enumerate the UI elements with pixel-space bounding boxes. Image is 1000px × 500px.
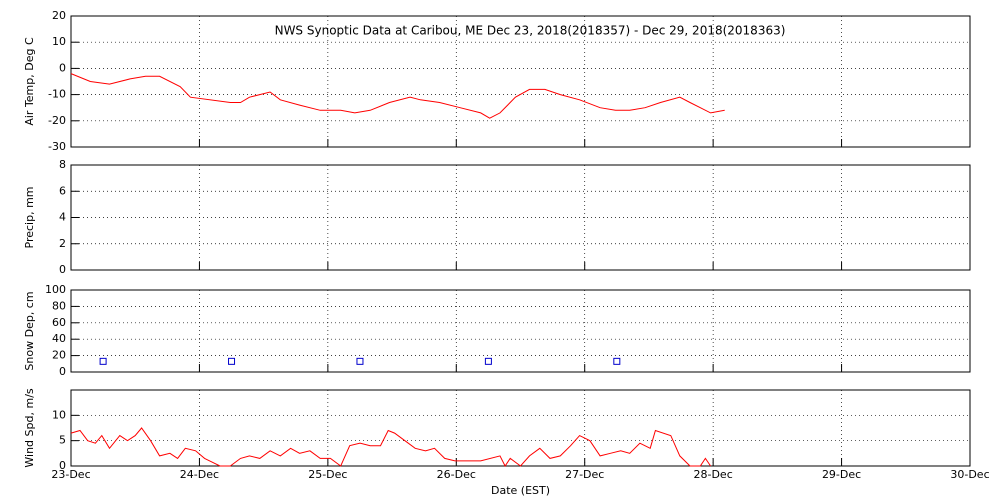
y-tick-label: 10 [52, 408, 66, 421]
x-tick-label: 26-Dec [437, 468, 476, 481]
x-tick-label: 27-Dec [565, 468, 604, 481]
y-tick-label: 10 [52, 35, 66, 48]
data-point [484, 357, 492, 365]
y-tick-label: 20 [52, 349, 66, 362]
x-axis-label: Date (EST) [491, 484, 550, 497]
plot-frame [70, 289, 971, 373]
y-axis-label: Air Temp, Deg C [23, 37, 36, 126]
plot-frame [70, 15, 971, 148]
data-point [613, 357, 621, 365]
chart-title: NWS Synoptic Data at Caribou, ME Dec 23,… [275, 24, 786, 38]
data-line [70, 427, 712, 467]
y-tick-label: -10 [48, 88, 66, 101]
x-tick-label: 28-Dec [694, 468, 733, 481]
y-tick-label: 5 [59, 434, 66, 447]
x-tick-label: 30-Dec [950, 468, 989, 481]
y-tick-label: 60 [52, 316, 66, 329]
y-axis-label: Snow Dep, cm [23, 291, 36, 370]
y-tick-label: 8 [59, 158, 66, 171]
y-tick-label: 6 [59, 184, 66, 197]
y-tick-label: -30 [48, 140, 66, 153]
x-tick-label: 25-Dec [308, 468, 347, 481]
y-tick-label: 0 [59, 459, 66, 472]
data-line [70, 73, 725, 119]
y-tick-label: 2 [59, 237, 66, 250]
plot-frame [70, 389, 971, 467]
x-tick-label: 29-Dec [822, 468, 861, 481]
x-tick-label: 24-Dec [180, 468, 219, 481]
y-tick-label: 20 [52, 9, 66, 22]
y-tick-label: 80 [52, 299, 66, 312]
y-tick-label: -20 [48, 114, 66, 127]
y-tick-label: 4 [59, 211, 66, 224]
data-point [99, 357, 107, 365]
x-tick-label: 23-Dec [51, 468, 90, 481]
y-tick-label: 100 [45, 283, 66, 296]
y-axis-label: Precip, mm [23, 187, 36, 249]
y-tick-label: 40 [52, 332, 66, 345]
data-point [356, 357, 364, 365]
y-tick-label: 0 [59, 365, 66, 378]
y-axis-label: Wind Spd, m/s [23, 388, 36, 468]
y-tick-label: 0 [59, 61, 66, 74]
y-tick-label: 0 [59, 263, 66, 276]
data-point [228, 357, 236, 365]
